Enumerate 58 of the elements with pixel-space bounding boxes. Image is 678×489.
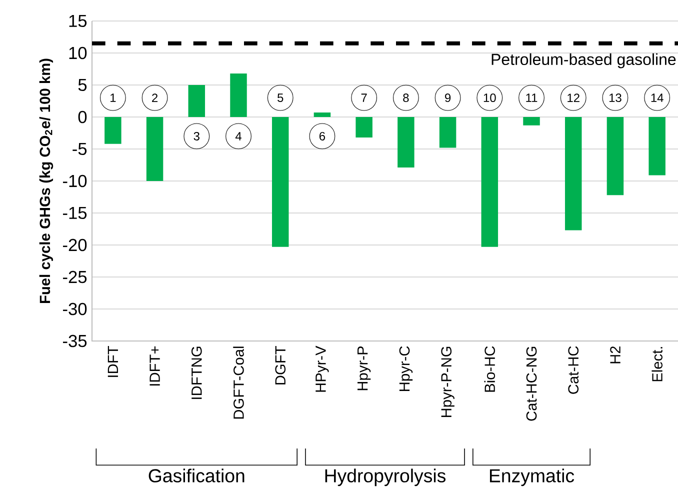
annotation: 4 [235,132,242,140]
x-tick-label: DGFT-Coal [233,346,244,419]
annotation: 1 [110,94,116,102]
y-tick-label: -25 [63,270,87,284]
annotation: 12 [568,94,580,102]
bar [398,117,414,168]
annotation: 14 [651,94,664,102]
x-tick-label: Cat-HC [568,346,579,394]
y-tick-label: -35 [63,334,87,348]
y-tick-label: 0 [78,110,87,124]
y-tick-label: -10 [63,174,87,188]
x-tick-label: IDFTNG [191,346,202,399]
annotation: 3 [194,132,200,140]
ref-line-label: Petroleum-based gasoline [492,53,676,68]
bar [523,117,540,126]
bar [314,112,331,117]
bar [188,85,206,117]
x-tick-label: H2 [610,346,620,364]
bar [439,117,456,148]
text: Gasification [148,468,244,482]
x-tick-label: DGFT [275,346,286,384]
x-tick-label: IDFT [108,346,118,377]
bar [606,117,624,196]
annotation: 9 [445,94,451,102]
annotation: 13 [609,94,622,102]
annotation: 7 [361,94,367,102]
bar [104,117,122,144]
x-tick-label: Hpyr-P [358,346,371,390]
x-tick-label: Bio-HC [484,346,496,392]
y-tick-label: 15 [69,14,87,28]
bar [648,117,666,176]
bar [564,117,582,230]
text: Hydropyrolysis [325,468,446,486]
text: Enzymatic [490,468,574,486]
annotation: 10 [484,94,496,102]
x-tick-label: IDFT+ [150,346,160,386]
y-axis-title: Fuel cycle GHGs (kg CO$_{2}$e/ 100 km) [39,58,54,304]
x-tick-label: Hpyr-C [399,346,413,391]
y-tick-label: -15 [63,206,87,220]
annotation: 8 [403,94,409,102]
x-tick-label: Elect. [652,347,662,382]
bar [146,117,164,181]
annotation: 11 [526,94,538,102]
y-tick-label: -5 [72,142,87,156]
y-tick-label: 5 [78,78,87,92]
annotation: 2 [152,94,158,102]
x-tick-label: Hpyr-P-NG [441,346,454,418]
y-tick-label: -20 [63,238,87,252]
annotation: 6 [319,132,326,140]
y-tick-label: -30 [63,302,87,316]
bar [272,117,289,247]
x-tick-label: Cat-HC-NG [526,346,537,421]
bar [230,73,247,117]
bar [356,117,372,138]
bar [481,117,498,247]
x-tick-label: HPyr-V [316,346,329,392]
y-tick-label: 10 [69,46,87,60]
annotation: 5 [278,94,284,102]
